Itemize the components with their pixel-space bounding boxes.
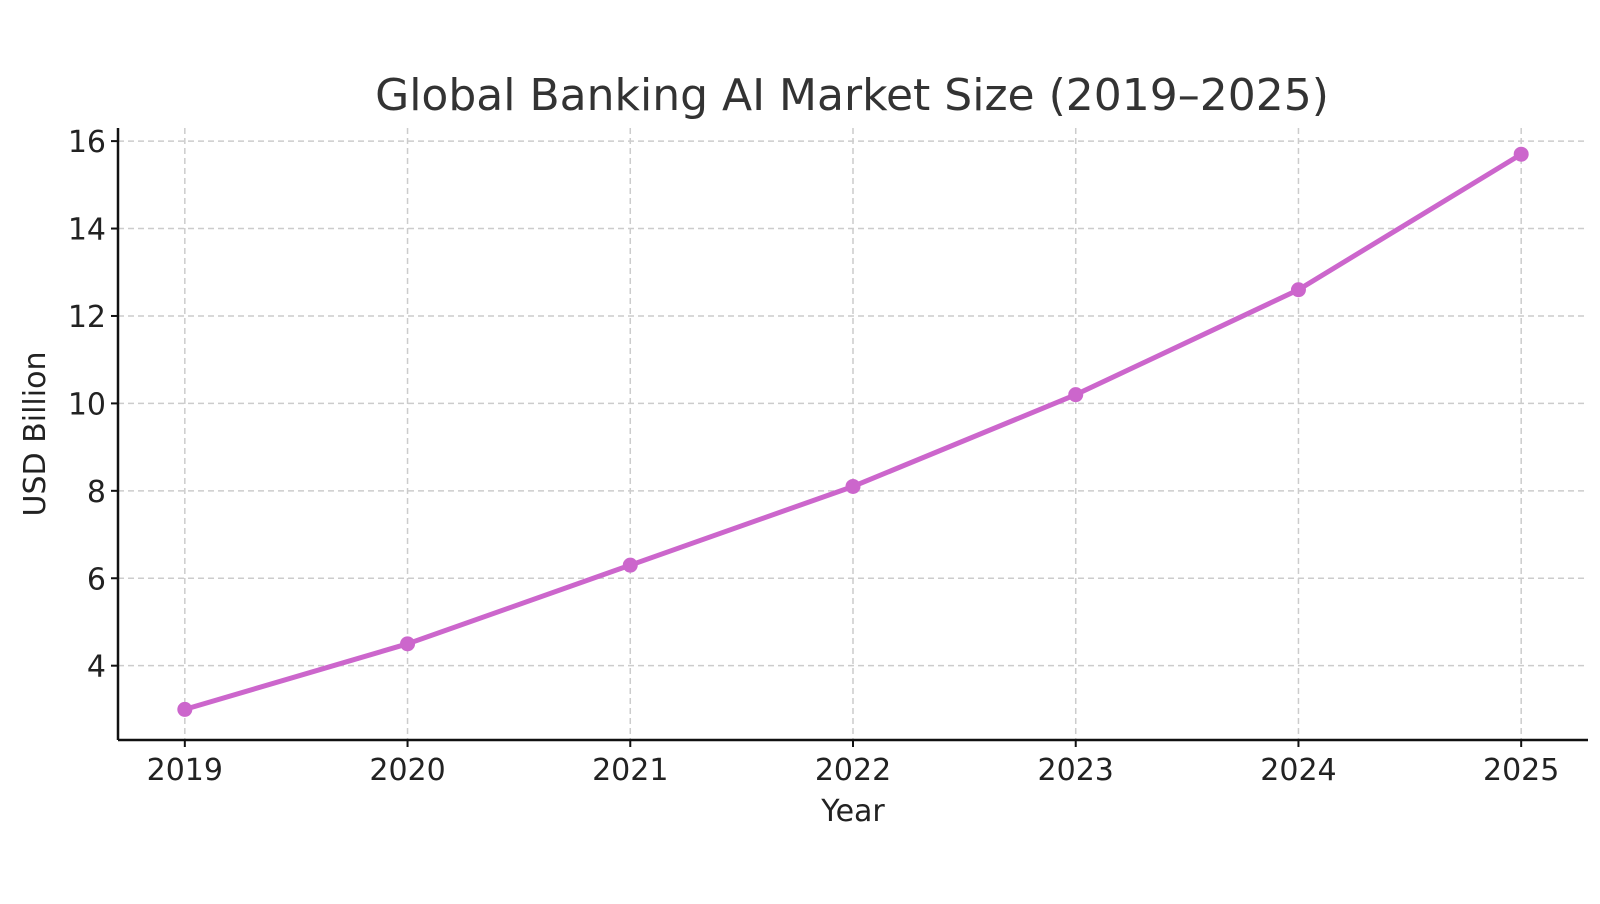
y-tick-label-6: 16: [68, 125, 106, 160]
data-point-2023: [1068, 387, 1084, 403]
data-point-2022: [845, 478, 861, 494]
data-point-2024: [1290, 282, 1306, 298]
y-tick-label-3: 10: [68, 387, 106, 422]
y-tick-label-0: 4: [87, 650, 106, 685]
x-tick-label-2: 2021: [592, 753, 668, 788]
data-point-2025: [1513, 146, 1529, 162]
x-tick-label-4: 2023: [1038, 753, 1114, 788]
y-tick-label-4: 12: [68, 300, 106, 335]
grid: [118, 128, 1588, 740]
y-tick-label-5: 14: [68, 213, 106, 248]
data-point-2019: [177, 701, 193, 717]
x-tick-label-3: 2022: [815, 753, 891, 788]
tick-labels: 2019 2020 2021 2022 2023 2024 2025 4 6 8 10 12 14 16: [68, 125, 1560, 788]
x-tick-label-6: 2025: [1483, 753, 1559, 788]
x-tick-label-0: 2019: [147, 753, 223, 788]
series: [177, 146, 1529, 717]
chart-title: Global Banking AI Market Size (2019–2025…: [375, 70, 1329, 121]
data-point-2021: [622, 557, 638, 573]
x-tick-label-5: 2024: [1260, 753, 1336, 788]
y-tick-label-2: 8: [87, 475, 106, 510]
y-tick-label-1: 6: [87, 562, 106, 597]
y-axis-label: USD Billion: [18, 352, 53, 517]
data-point-2020: [400, 636, 416, 652]
x-tick-label-1: 2020: [369, 753, 445, 788]
x-axis-label: Year: [820, 794, 885, 829]
